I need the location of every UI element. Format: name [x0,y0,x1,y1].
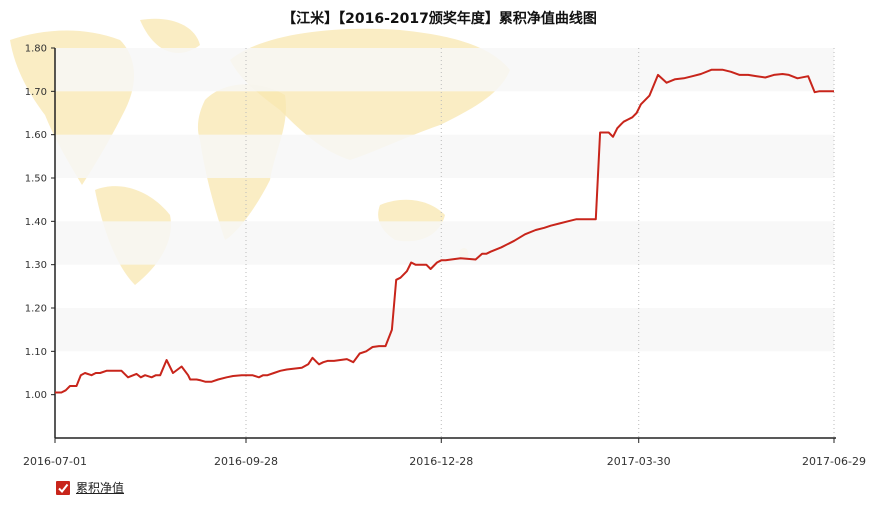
x-tick-label: 2016-07-01 [23,455,87,468]
legend-item[interactable]: 累积净值 [56,479,124,496]
grid-bands [55,48,834,352]
grid-band [55,221,834,265]
x-tick-label: 2017-03-30 [607,455,671,468]
grid-band [55,48,834,92]
grid-band [55,134,834,178]
y-tick-label: 1.80 [25,44,47,55]
y-tick-label: 1.20 [25,304,47,315]
y-tick-label: 1.00 [25,390,47,401]
y-tick-label: 1.30 [25,260,47,271]
x-tick-label: 2016-09-28 [214,455,278,468]
y-tick-label: 1.40 [25,217,47,228]
x-tick-label: 2016-12-28 [409,455,473,468]
y-tick-label: 1.60 [25,130,47,141]
y-axis-ticks: 1.00 1.10 1.20 1.30 1.40 1.50 1.60 1.70 1.80 [25,44,55,401]
grid-band [55,308,834,352]
series-line [55,68,834,394]
check-icon [56,480,70,495]
x-axis-ticks: 2016-07-01 2016-09-28 2016-12-28 2017-03-30… [23,438,866,468]
x-tick-label: 2017-06-29 [802,455,866,468]
y-tick-label: 1.10 [25,347,47,358]
series-layer [55,68,834,394]
chart-title: 【江米】【2016-2017颁奖年度】累积净值曲线图 [282,11,597,27]
legend-label: 累积净值 [76,481,125,495]
y-tick-label: 1.50 [25,174,47,185]
y-tick-label: 1.70 [25,87,47,98]
